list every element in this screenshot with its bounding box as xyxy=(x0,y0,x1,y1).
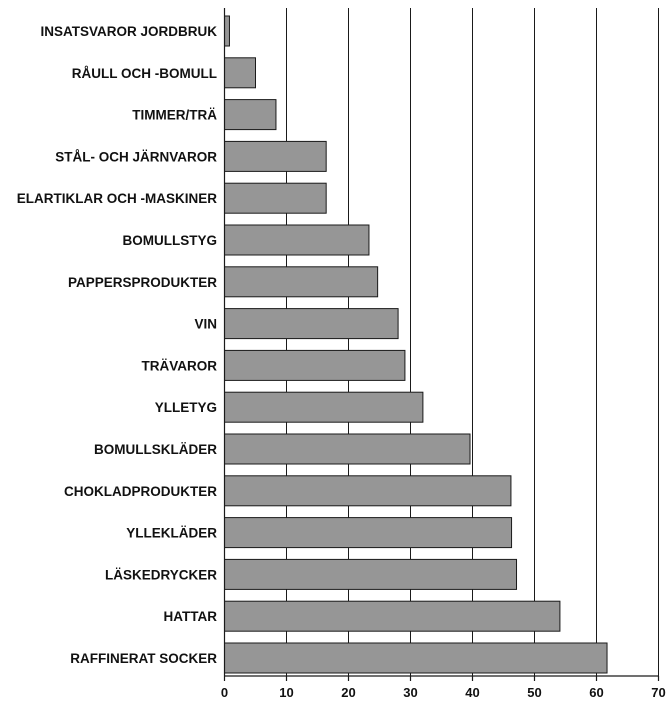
x-tick-label: 60 xyxy=(589,685,603,700)
category-label: VIN xyxy=(194,317,217,332)
category-labels: INSATSVAROR JORDBRUK RÅULL OCH -BOMULL TIM… xyxy=(17,24,218,666)
bar xyxy=(224,57,256,89)
category-label: LÄSKEDRYCKER xyxy=(105,567,217,582)
axes xyxy=(223,8,660,681)
bar xyxy=(224,433,471,465)
bar xyxy=(224,558,518,590)
category-label: YLLETYG xyxy=(155,400,217,415)
bar xyxy=(224,308,399,340)
x-tick-label: 10 xyxy=(279,685,293,700)
category-label: STÅL- OCH JÄRNVAROR xyxy=(55,149,217,164)
category-label: INSATSVAROR JORDBRUK xyxy=(40,24,217,39)
x-tick-label: 70 xyxy=(651,685,665,700)
category-label: BOMULLSKLÄDER xyxy=(94,442,217,457)
category-label: RAFFINERAT SOCKER xyxy=(70,651,217,666)
bars xyxy=(224,15,608,674)
category-label: TRÄVAROR xyxy=(142,358,218,373)
category-label: RÅULL OCH -BOMULL xyxy=(72,66,217,81)
bar xyxy=(224,642,608,674)
bar xyxy=(224,182,327,214)
bar xyxy=(224,517,513,549)
bar xyxy=(224,140,327,172)
gridlines xyxy=(286,8,659,676)
category-label: PAPPERSPRODUKTER xyxy=(68,275,217,290)
category-label: CHOKLADPRODUKTER xyxy=(64,484,217,499)
bar xyxy=(224,15,230,47)
category-label: BOMULLSTYG xyxy=(123,233,218,248)
category-label: ELARTIKLAR OCH -MASKINER xyxy=(17,191,217,206)
category-label: YLLEKLÄDER xyxy=(126,526,217,541)
bar xyxy=(224,224,370,256)
x-tick-label: 40 xyxy=(465,685,479,700)
bar xyxy=(224,475,512,507)
bar xyxy=(224,99,277,131)
bar xyxy=(224,349,406,381)
category-label: HATTAR xyxy=(164,609,218,624)
bar xyxy=(224,266,379,298)
bar xyxy=(224,600,561,632)
x-tick-label: 20 xyxy=(341,685,355,700)
x-tick-label: 30 xyxy=(403,685,417,700)
category-label: TIMMER/TRÄ xyxy=(132,108,217,123)
x-tick-label: 50 xyxy=(527,685,541,700)
bar xyxy=(224,391,424,423)
x-tick-labels: 0 10 20 30 40 50 60 70 xyxy=(221,685,666,700)
x-tick-label: 0 xyxy=(221,685,228,700)
